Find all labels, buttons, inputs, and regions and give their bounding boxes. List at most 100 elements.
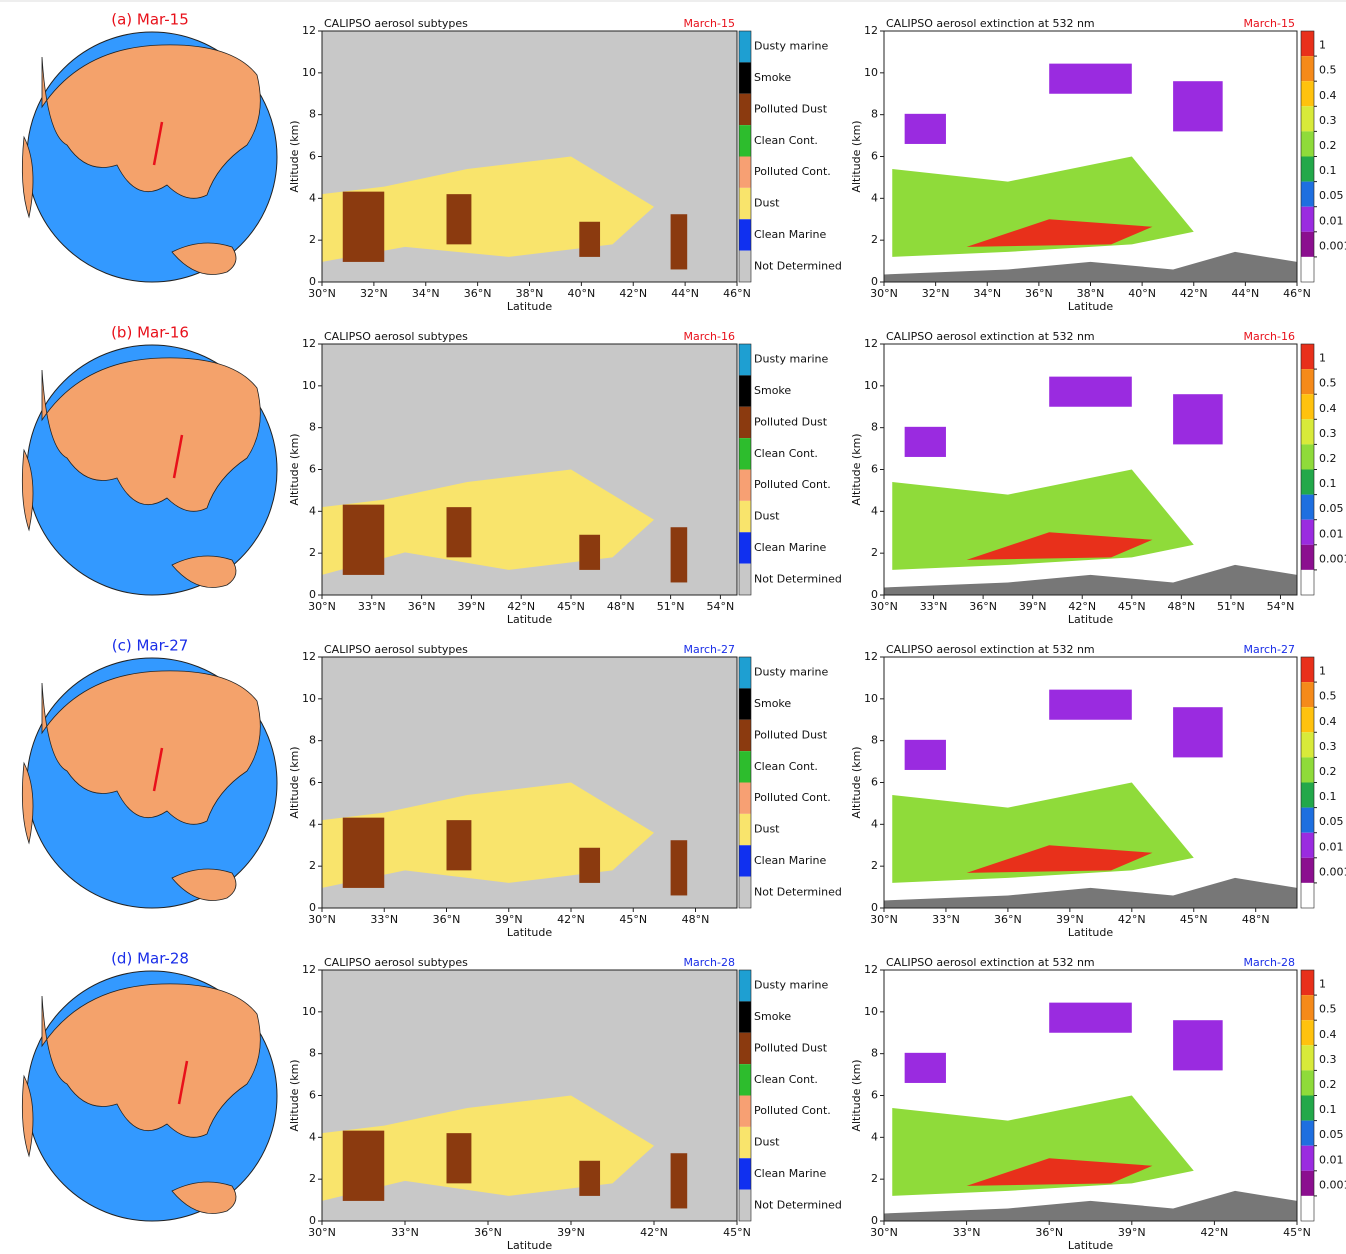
polluted-dust <box>670 1153 688 1209</box>
colorbar-swatch <box>1301 995 1314 1021</box>
legend-swatch <box>739 1095 751 1127</box>
x-tick-label: 45°N <box>1180 913 1208 926</box>
legend-label: Dust <box>754 823 780 836</box>
x-tick-label: 30°N <box>870 600 898 613</box>
chart-title: CALIPSO aerosol extinction at 532 nm <box>886 330 1095 343</box>
globe-land <box>171 555 237 588</box>
chart-date: March-16 <box>684 330 736 343</box>
colorbar-label: 0.1 <box>1319 477 1337 490</box>
x-tick-label: 48°N <box>607 600 635 613</box>
colorbar-swatch <box>1301 1145 1314 1171</box>
legend-label: Not Determined <box>754 885 842 898</box>
x-axis-label: Latitude <box>507 926 553 939</box>
y-tick-label: 0 <box>309 1214 316 1227</box>
aerosol-thin <box>1049 376 1132 407</box>
x-tick-label: 45°N <box>723 1226 751 1239</box>
colorbar-label: 0.5 <box>1319 377 1337 390</box>
y-tick-label: 6 <box>871 1089 878 1102</box>
polluted-dust <box>342 1130 385 1201</box>
colorbar-swatch <box>1301 1095 1314 1121</box>
x-tick-label: 33°N <box>920 600 948 613</box>
x-tick-label: 51°N <box>657 600 685 613</box>
colorbar-label: 0.4 <box>1319 1028 1337 1041</box>
x-axis-label: Latitude <box>1068 926 1114 939</box>
colorbar-swatch <box>1301 206 1314 232</box>
x-axis-label: Latitude <box>507 1239 553 1252</box>
y-tick-label: 12 <box>864 24 878 37</box>
legend-label: Clean Marine <box>754 1167 826 1180</box>
legend-swatch <box>739 438 751 470</box>
x-tick-label: 42°N <box>557 913 585 926</box>
chart-title: CALIPSO aerosol extinction at 532 nm <box>886 643 1095 656</box>
legend-label: Polluted Dust <box>754 1041 828 1054</box>
x-tick-label: 33°N <box>953 1226 981 1239</box>
colorbar-label: 0.001 <box>1319 1178 1346 1191</box>
y-tick-label: 0 <box>309 275 316 288</box>
y-tick-label: 4 <box>309 504 316 517</box>
colorbar-swatch <box>1301 1195 1314 1221</box>
legend-label: Dust <box>754 197 780 210</box>
colorbar-swatch <box>1301 256 1314 282</box>
globe-label: (b) Mar-16 <box>111 324 189 342</box>
y-tick-label: 8 <box>309 108 316 121</box>
globe-land <box>171 1181 237 1214</box>
legend-label: Dusty marine <box>754 40 828 53</box>
colorbar-label: 0.4 <box>1319 715 1337 728</box>
colorbar-swatch <box>1301 569 1314 595</box>
x-tick-label: 36°N <box>1025 287 1053 300</box>
x-tick-label: 39°N <box>1019 600 1047 613</box>
colorbar-swatch <box>1301 882 1314 908</box>
legend-swatch <box>739 156 751 188</box>
x-tick-label: 34°N <box>973 287 1001 300</box>
colorbar-swatch <box>1301 156 1314 182</box>
colorbar-swatch <box>1301 231 1314 257</box>
globe-label: (a) Mar-15 <box>111 11 189 29</box>
colorbar-label: 0.3 <box>1319 740 1337 753</box>
legend-label: Dusty marine <box>754 666 828 679</box>
aerosol-thin <box>904 739 946 770</box>
y-tick-label: 10 <box>864 66 878 79</box>
y-tick-label: 10 <box>302 66 316 79</box>
colorbar-swatch <box>1301 106 1314 132</box>
y-tick-label: 8 <box>309 421 316 434</box>
x-tick-label: 42°N <box>1201 1226 1229 1239</box>
colorbar-label: 1 <box>1319 978 1326 991</box>
y-tick-label: 8 <box>871 1047 878 1060</box>
y-axis-label: Altitude (km) <box>850 1059 863 1131</box>
x-tick-label: 45°N <box>1118 600 1146 613</box>
colorbar-label: 0.5 <box>1319 690 1337 703</box>
y-tick-label: 12 <box>302 963 316 976</box>
x-axis-label: Latitude <box>507 613 553 626</box>
legend-label: Clean Cont. <box>754 760 818 773</box>
legend-swatch <box>739 1189 751 1221</box>
chart-date: March-16 <box>1244 330 1296 343</box>
x-tick-label: 30°N <box>308 913 336 926</box>
legend-swatch <box>739 93 751 126</box>
aerosol-thin <box>904 1052 946 1083</box>
legend-label: Polluted Cont. <box>754 791 831 804</box>
y-axis-label: Altitude (km) <box>850 433 863 505</box>
y-tick-label: 4 <box>309 1130 316 1143</box>
legend-frame <box>738 656 752 909</box>
polluted-dust <box>446 820 472 871</box>
colorbar-swatch <box>1301 419 1314 445</box>
y-tick-label: 6 <box>871 776 878 789</box>
legend-label: Not Determined <box>754 1198 842 1211</box>
y-tick-label: 0 <box>871 901 878 914</box>
x-tick-label: 39°N <box>1056 913 1084 926</box>
colorbar-swatch <box>1301 782 1314 808</box>
legend-swatch <box>739 845 751 877</box>
x-tick-label: 36°N <box>474 1226 502 1239</box>
y-tick-label: 12 <box>302 650 316 663</box>
legend-swatch <box>739 813 751 846</box>
transect <box>172 434 184 479</box>
x-axis-label: Latitude <box>507 300 553 313</box>
legend-swatch <box>739 62 751 94</box>
terrain <box>884 877 1297 908</box>
colorbar-swatch <box>1301 757 1314 783</box>
colorbar-swatch <box>1301 807 1314 833</box>
colorbar-label: 1 <box>1319 665 1326 678</box>
y-tick-label: 4 <box>871 817 878 830</box>
aerosol-thin <box>1049 63 1132 94</box>
